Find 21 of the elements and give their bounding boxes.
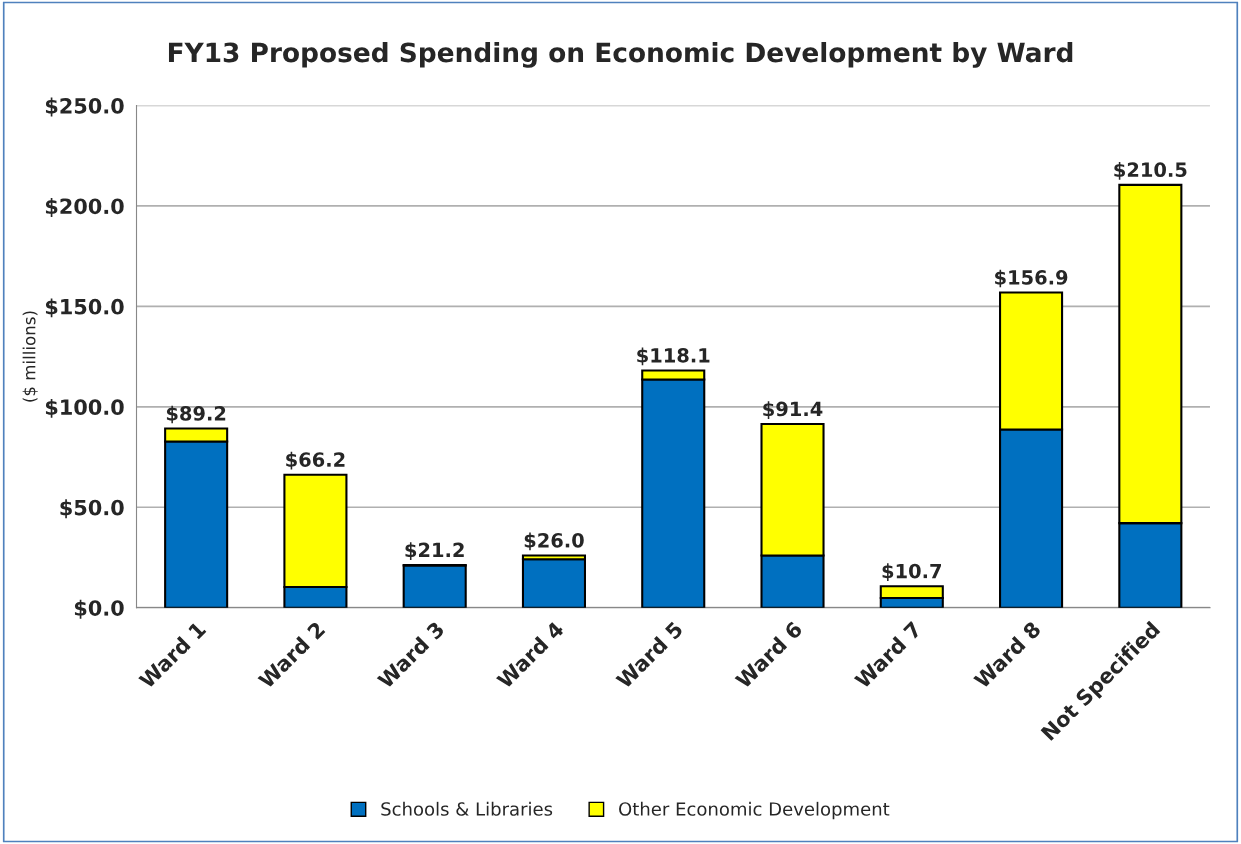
total-label: $89.2 [166, 405, 226, 424]
y-tick-label: $0.0 [74, 599, 124, 619]
chart-title: FY13 Proposed Spending on Economic Development by Ward [168, 41, 1073, 68]
y-tick-label: $100.0 [45, 398, 124, 418]
total-label: $156.9 [995, 269, 1068, 288]
total-label: $66.2 [286, 451, 345, 470]
total-label: $10.7 [882, 563, 941, 581]
y-axis-title: ($ millions) [22, 311, 38, 402]
y-tick-label: $200.0 [45, 198, 124, 217]
y-tick-label: $250.0 [45, 97, 124, 117]
total-label: $118.1 [637, 347, 710, 366]
total-label: $210.5 [1114, 162, 1187, 180]
bar [521, 558, 587, 608]
total-label: $21.2 [405, 542, 464, 560]
total-label: $26.0 [524, 532, 584, 551]
legend-label: Other Economic Development [619, 801, 890, 820]
total-label: $91.4 [763, 401, 823, 419]
bar [402, 564, 467, 608]
legend-label: Schools & Libraries [381, 801, 553, 816]
y-tick-label: $150.0 [45, 298, 124, 318]
y-tick-label: $50.0 [60, 499, 124, 519]
